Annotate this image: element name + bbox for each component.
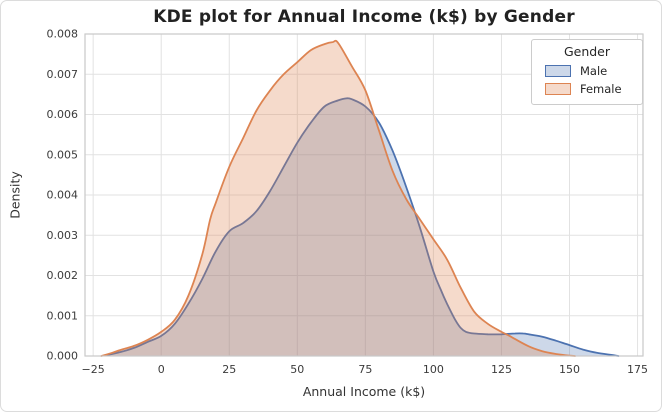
- svg-text:0.003: 0.003: [47, 229, 79, 242]
- legend-title: Gender: [563, 44, 611, 59]
- female-swatch-icon: [545, 83, 571, 95]
- svg-text:75: 75: [358, 363, 372, 376]
- svg-text:0.006: 0.006: [47, 108, 79, 121]
- series-male: [105, 97, 620, 357]
- svg-text:0.000: 0.000: [47, 350, 79, 363]
- svg-text:0.005: 0.005: [47, 148, 79, 161]
- svg-text:50: 50: [290, 363, 304, 376]
- svg-text:0.004: 0.004: [47, 189, 79, 202]
- male-swatch-icon: [545, 65, 571, 77]
- svg-text:25: 25: [222, 363, 236, 376]
- svg-text:−25: −25: [82, 363, 105, 376]
- svg-text:100: 100: [423, 363, 444, 376]
- legend: Gender Male Female: [531, 39, 643, 105]
- legend-label-female: Female: [580, 82, 622, 96]
- legend-label-male: Male: [580, 64, 608, 78]
- svg-text:0.007: 0.007: [47, 68, 79, 81]
- svg-text:0.008: 0.008: [47, 28, 79, 41]
- svg-text:175: 175: [627, 363, 648, 376]
- svg-text:0.001: 0.001: [47, 309, 79, 322]
- svg-text:125: 125: [491, 363, 512, 376]
- svg-text:150: 150: [559, 363, 580, 376]
- tick-labels: −25 0 25 50 75 100 125 150 175 0.000 0.001 0.002 0.0…: [47, 28, 649, 377]
- svg-text:0: 0: [158, 363, 165, 376]
- chart-title: KDE plot for Annual Income (k$) by Gende…: [153, 7, 575, 27]
- svg-text:0.002: 0.002: [47, 269, 79, 282]
- y-axis-label: Density: [7, 171, 23, 219]
- x-axis-label: Annual Income (k$): [302, 384, 426, 399]
- legend-item-female: Female: [538, 80, 636, 98]
- legend-item-male: Male: [538, 62, 636, 80]
- series-female: [100, 39, 576, 357]
